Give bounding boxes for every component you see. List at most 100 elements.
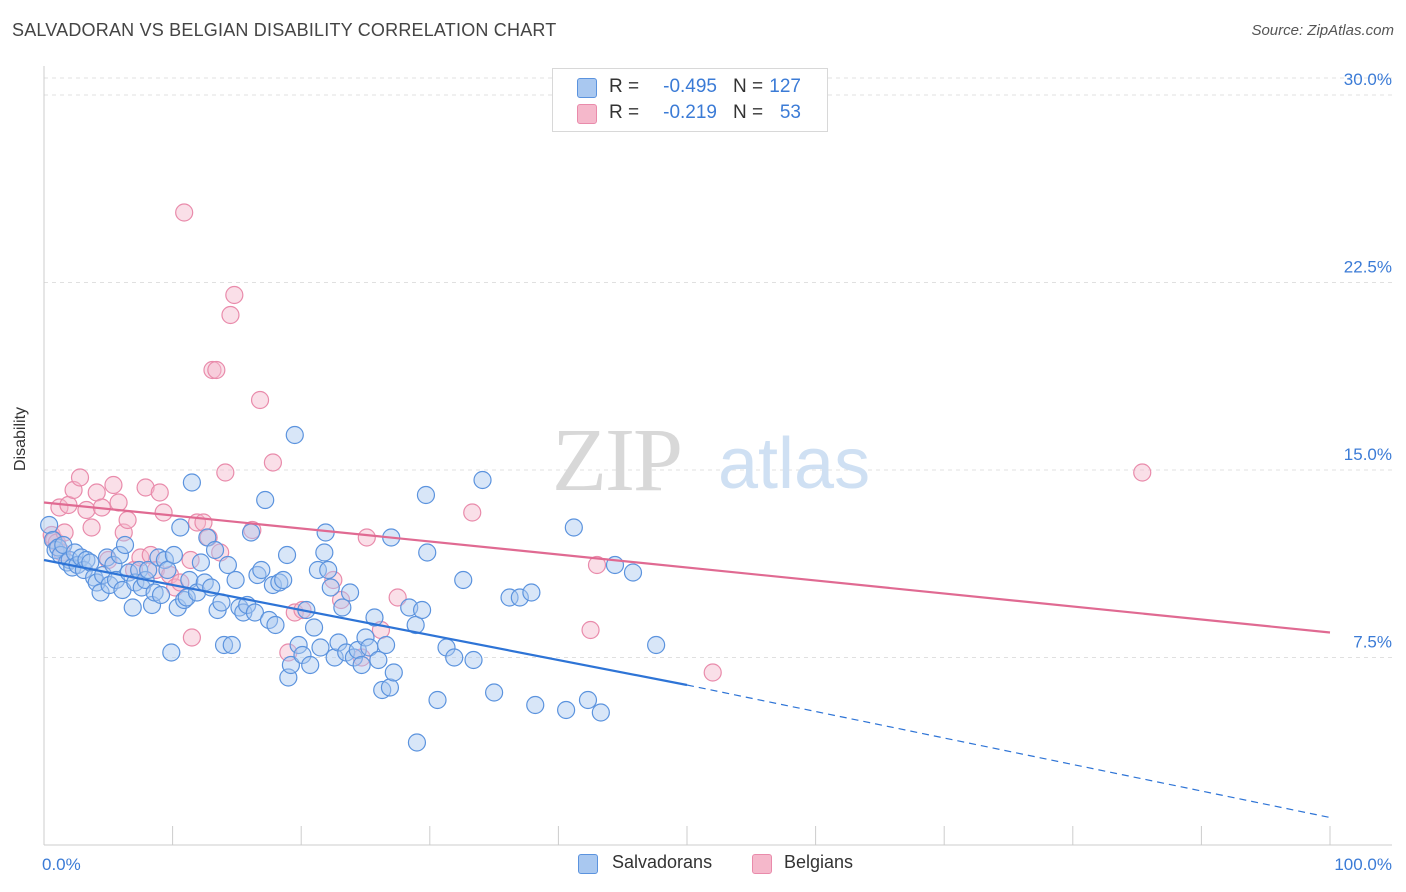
salvadoran-point (274, 570, 293, 590)
salvadoran-point (277, 545, 297, 565)
salvadoran-point (445, 648, 464, 667)
salvadoran-point (301, 655, 320, 675)
salvadoran-point (289, 635, 308, 655)
belgian-point (182, 628, 201, 647)
salvadoran-point (356, 628, 375, 647)
salvadoran-point (500, 588, 519, 607)
salvadoran-point (384, 663, 403, 682)
trend-lines (43, 501, 1331, 819)
salvadoran-point (162, 643, 181, 662)
salvadoran-point (473, 470, 492, 490)
salvadoran-point (557, 700, 576, 720)
belgian-point (1133, 463, 1152, 482)
salvadoran-point (40, 515, 59, 535)
salvadoran-trend-line (43, 558, 688, 687)
y-tick-label: 7.5% (1353, 633, 1392, 652)
y-tick-label: 30.0% (1344, 70, 1392, 89)
belgian-point (207, 360, 226, 380)
salvadoran-point (510, 588, 529, 607)
salvadoran-point (266, 615, 285, 635)
salvadoran-point (428, 690, 447, 710)
watermark-zip: ZIP (552, 411, 681, 510)
salvadoran-point (578, 690, 598, 710)
salvadoran-point (369, 650, 388, 670)
salvadoran-point (485, 683, 504, 702)
correlation-legend: R = -0.495 N = 127 R = -0.219 N = 53 (552, 68, 828, 132)
belgian-point (225, 285, 244, 305)
salvadoran-point (245, 603, 265, 622)
legend-swatch-pink (577, 104, 597, 124)
belgian-point (203, 360, 222, 380)
x-tick-label: 0.0% (42, 855, 81, 874)
salvadoran-point (281, 655, 301, 675)
belgian-point (221, 305, 240, 325)
belgian-point (77, 500, 96, 520)
watermark-atlas: atlas (718, 424, 870, 504)
salvadoran-point (304, 618, 324, 637)
salvadoran-point (591, 703, 610, 722)
belgian-point (703, 663, 722, 682)
salvadoran-point (454, 570, 473, 590)
salvadoran-point (218, 555, 237, 575)
belgian-point (263, 453, 283, 472)
axes (43, 66, 1392, 846)
belgian-point (70, 468, 90, 487)
salvadoran-point (412, 600, 432, 620)
belgian-point (463, 503, 482, 522)
salvadoran-point (205, 540, 225, 560)
salvadoran-point (168, 598, 187, 617)
belgian-point (175, 203, 194, 222)
legend-label-belgians: Belgians (784, 852, 854, 872)
salvadoran-point (241, 523, 261, 542)
belgian-point (118, 510, 137, 530)
belgian-point (388, 588, 407, 607)
salvadoran-point (315, 543, 334, 562)
tick-labels: 7.5% 15.0% 22.5% 30.0% 0.0% 100.0% (42, 70, 1392, 874)
x-tick-label: 100.0% (1334, 855, 1392, 874)
belgian-point (216, 463, 235, 482)
salvadoran-trend-extension (686, 684, 1331, 819)
belgian-point (104, 475, 123, 495)
legend-n-value: 127 (769, 76, 801, 97)
salvadoran-point (416, 485, 436, 505)
y-tick-label: 15.0% (1344, 445, 1392, 464)
salvadoran-point (151, 585, 171, 605)
belgian-trend-line (43, 501, 1331, 634)
salvadoran-point (164, 545, 183, 565)
salvadoran-point (171, 518, 190, 537)
salvadoran-point (352, 655, 371, 675)
legend-swatch-salvadorans (578, 854, 598, 874)
watermark: ZIP atlas (552, 411, 870, 510)
salvadoran-point (308, 560, 328, 580)
salvadoran-point (321, 578, 340, 597)
salvadoran-points (40, 425, 666, 752)
belgian-point (136, 478, 155, 497)
legend-n-label: N = (733, 102, 764, 123)
salvadoran-point (311, 638, 330, 657)
salvadoran-point (365, 608, 384, 627)
salvadoran-point (647, 635, 666, 655)
salvadoran-point (418, 543, 437, 562)
salvadoran-point (376, 635, 396, 655)
legend-label-salvadorans: Salvadorans (612, 852, 713, 872)
salvadoran-point (333, 598, 352, 617)
salvadoran-point (191, 553, 210, 572)
salvadoran-point (115, 535, 135, 555)
salvadoran-point (110, 545, 129, 565)
belgian-point (154, 503, 173, 522)
salvadoran-point (81, 553, 100, 572)
salvadoran-point (252, 560, 271, 580)
salvadoran-point (526, 695, 545, 715)
salvadoran-point (256, 490, 275, 510)
belgian-point (250, 390, 270, 410)
y-tick-label: 22.5% (1344, 258, 1392, 277)
salvadoran-point (214, 635, 234, 655)
belgian-point (82, 518, 101, 537)
legend-r-label: R = (609, 76, 640, 97)
salvadoran-point (564, 518, 583, 537)
belgian-point (357, 528, 376, 547)
salvadoran-point (329, 633, 348, 652)
salvadoran-point (319, 560, 338, 580)
salvadoran-point (406, 615, 425, 635)
legend-row-belgians: R = -0.219 N = 53 (553, 101, 827, 127)
